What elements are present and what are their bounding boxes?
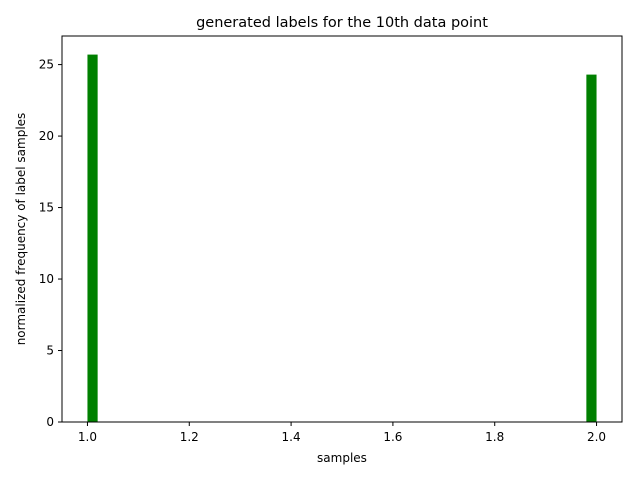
y-tick-label: 20 xyxy=(39,129,54,143)
x-axis-ticks: 1.0 1.2 1.4 1.6 1.8 2.0 xyxy=(78,422,606,444)
x-tick-label: 1.0 xyxy=(78,430,97,444)
x-tick-label: 1.4 xyxy=(282,430,301,444)
x-axis-label: samples xyxy=(317,451,367,465)
y-axis-ticks: 0 5 10 15 20 25 xyxy=(39,58,62,429)
plot-frame xyxy=(61,35,623,423)
y-tick-label: 15 xyxy=(39,201,54,215)
y-axis-label: normalized frequency of label samples xyxy=(14,113,28,346)
y-tick-label: 0 xyxy=(46,415,54,429)
y-tick-label: 25 xyxy=(39,58,54,72)
bar-1 xyxy=(87,54,98,423)
x-tick-label: 2.0 xyxy=(587,430,606,444)
chart-title: generated labels for the 10th data point xyxy=(196,15,488,31)
bar-2 xyxy=(586,74,597,422)
y-tick-label: 10 xyxy=(39,272,54,286)
x-tick-label: 1.6 xyxy=(383,430,402,444)
bars-group xyxy=(87,54,597,423)
y-tick-label: 5 xyxy=(46,344,54,358)
x-tick-label: 1.2 xyxy=(180,430,199,444)
x-tick-label: 1.8 xyxy=(485,430,504,444)
